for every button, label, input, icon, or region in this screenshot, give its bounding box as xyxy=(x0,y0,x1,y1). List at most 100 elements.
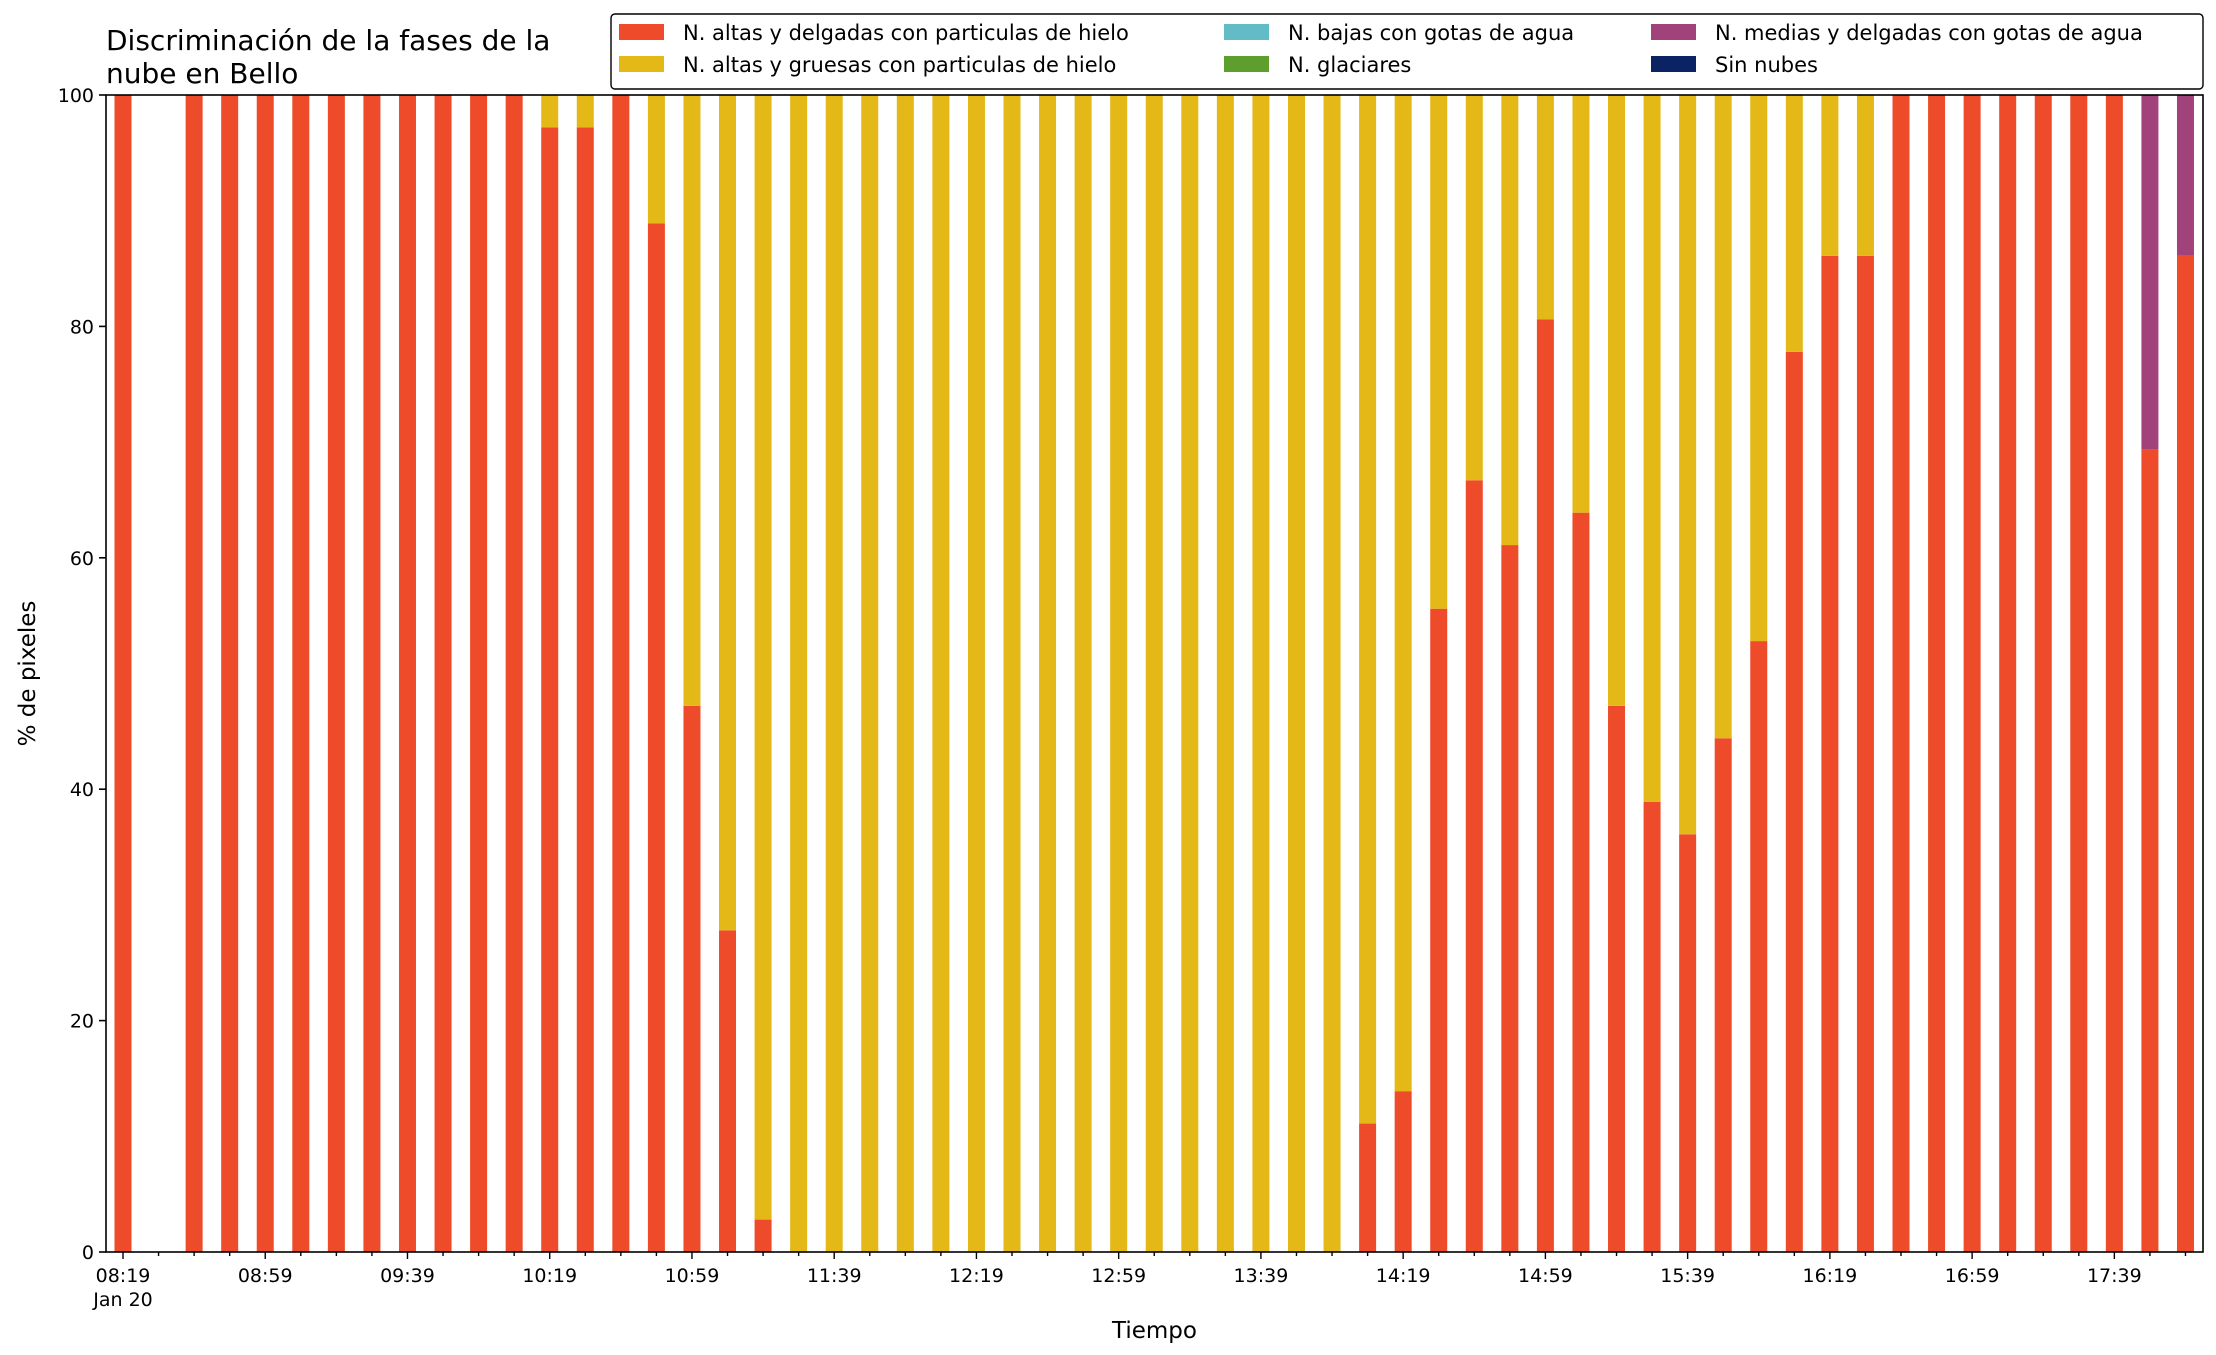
bar-segment-s1-28 xyxy=(1110,95,1128,1252)
y-tick-label: 80 xyxy=(70,316,94,338)
x-tick-label: 16:19 xyxy=(1802,1265,1857,1287)
bar-segment-s1-42 xyxy=(1608,95,1626,706)
x-tick-label: 12:19 xyxy=(949,1265,1004,1287)
bar-segment-s0-4 xyxy=(256,95,274,1252)
bar-segment-s4-58 xyxy=(2176,95,2194,256)
bar-segment-s1-22 xyxy=(896,95,914,1252)
bar-segment-s1-27 xyxy=(1074,95,1092,1252)
x-axis-label: Tiempo xyxy=(1111,1318,1197,1344)
bar-segment-s1-19 xyxy=(790,95,808,1252)
bar-segment-s1-23 xyxy=(932,95,950,1252)
legend-label: N. altas y delgadas con particulas de hi… xyxy=(683,21,1129,45)
bar-segment-s0-18 xyxy=(754,1219,772,1252)
legend-label: N. bajas con gotas de agua xyxy=(1288,21,1574,45)
bars-group xyxy=(114,95,2194,1253)
bar-segment-s1-26 xyxy=(1039,95,1057,1252)
bar-segment-s0-42 xyxy=(1608,705,1626,1252)
bar-segment-s0-58 xyxy=(2176,255,2194,1252)
bar-segment-s0-2 xyxy=(185,95,203,1252)
bar-segment-s1-33 xyxy=(1287,95,1305,1252)
bar-segment-s1-18 xyxy=(754,95,772,1220)
y-tick-label: 60 xyxy=(70,548,94,570)
bar-segment-s1-37 xyxy=(1430,95,1448,609)
bar-segment-s0-39 xyxy=(1501,545,1519,1252)
bar-segment-s0-36 xyxy=(1394,1091,1412,1252)
bar-segment-s1-43 xyxy=(1643,95,1661,802)
y-tick-label: 20 xyxy=(70,1011,94,1033)
bar-segment-s1-39 xyxy=(1501,95,1519,546)
bar-segment-s1-30 xyxy=(1181,95,1199,1252)
bar-segment-s1-47 xyxy=(1785,95,1803,352)
chart-title-line-1: Discriminación de la fases de la xyxy=(106,24,550,57)
bar-segment-s1-44 xyxy=(1679,95,1697,835)
bar-segment-s0-14 xyxy=(612,95,630,1252)
bar-segment-s0-54 xyxy=(2034,95,2052,1252)
bar-segment-s1-36 xyxy=(1394,95,1412,1092)
x-tick-label: 10:59 xyxy=(665,1265,720,1287)
bar-segment-s0-51 xyxy=(1928,95,1946,1252)
plot-frame xyxy=(105,94,2204,1253)
bar-segment-s0-12 xyxy=(541,127,559,1252)
x-tick-label: 14:19 xyxy=(1376,1265,1431,1287)
bar-segment-s0-11 xyxy=(505,95,523,1252)
legend-label: N. medias y delgadas con gotas de agua xyxy=(1715,21,2143,45)
bar-segment-s1-12 xyxy=(541,95,559,128)
x-tick-sublabel: Jan 20 xyxy=(92,1289,153,1311)
bar-segment-s1-15 xyxy=(647,95,665,224)
x-tick-label: 11:39 xyxy=(807,1265,862,1287)
y-tick-label: 40 xyxy=(70,779,94,801)
bar-segment-s1-16 xyxy=(683,95,701,706)
bar-segment-s1-31 xyxy=(1216,95,1234,1252)
bar-segment-s0-16 xyxy=(683,705,701,1252)
y-axis-label: % de pixeles xyxy=(15,601,41,747)
bar-segment-s1-13 xyxy=(576,95,594,128)
bar-segment-s0-47 xyxy=(1785,351,1803,1253)
bar-segment-s1-45 xyxy=(1714,95,1732,739)
bar-segment-s0-57 xyxy=(2141,449,2159,1252)
bar-segment-s0-8 xyxy=(398,95,416,1252)
legend-swatch xyxy=(1651,24,1696,40)
bar-segment-s0-13 xyxy=(576,127,594,1252)
bar-segment-s0-50 xyxy=(1892,95,1910,1252)
bar-segment-s0-56 xyxy=(2105,95,2123,1252)
bar-segment-s0-44 xyxy=(1679,834,1697,1252)
x-tick-label: 12:59 xyxy=(1091,1265,1146,1287)
legend-label: N. altas y gruesas con particulas de hie… xyxy=(683,53,1116,77)
bar-segment-s0-46 xyxy=(1750,641,1768,1252)
legend-label: N. glaciares xyxy=(1288,53,1411,77)
x-tick-label: 09:39 xyxy=(380,1265,435,1287)
x-tick-label: 15:39 xyxy=(1660,1265,1715,1287)
legend-swatch xyxy=(619,24,664,40)
bar-segment-s1-25 xyxy=(1003,95,1021,1252)
bar-segment-s0-40 xyxy=(1536,319,1554,1253)
x-tick-label: 10:19 xyxy=(522,1265,577,1287)
legend-swatch xyxy=(1224,24,1269,40)
bar-segment-s1-24 xyxy=(967,95,985,1252)
x-tick-label: 16:59 xyxy=(1945,1265,2000,1287)
bar-segment-s0-6 xyxy=(327,95,345,1252)
legend-label: Sin nubes xyxy=(1715,53,1818,77)
bar-segment-s0-48 xyxy=(1821,255,1839,1252)
y-axis: 0 20 40 60 80 100 xyxy=(58,85,106,1264)
bar-segment-s0-0 xyxy=(114,95,132,1252)
bar-segment-s4-57 xyxy=(2141,95,2159,450)
bar-segment-s1-41 xyxy=(1572,95,1590,513)
bar-segment-s0-37 xyxy=(1430,608,1448,1252)
x-tick-label: 08:59 xyxy=(238,1265,293,1287)
legend-swatch xyxy=(619,56,664,72)
bar-segment-s1-40 xyxy=(1536,95,1554,320)
bar-segment-s0-49 xyxy=(1856,255,1874,1252)
legend-swatch xyxy=(1224,56,1269,72)
bar-segment-s0-45 xyxy=(1714,738,1732,1252)
legend-swatch xyxy=(1651,56,1696,72)
bar-segment-s0-53 xyxy=(1999,95,2017,1252)
bar-segment-s1-38 xyxy=(1465,95,1483,481)
bar-segment-s0-9 xyxy=(434,95,452,1252)
bar-segment-s1-32 xyxy=(1252,95,1270,1252)
chart-title-line-2: nube en Bello xyxy=(106,57,298,90)
x-tick-label: 17:39 xyxy=(2087,1265,2142,1287)
bar-segment-s1-21 xyxy=(861,95,879,1252)
bar-segment-s1-46 xyxy=(1750,95,1768,642)
